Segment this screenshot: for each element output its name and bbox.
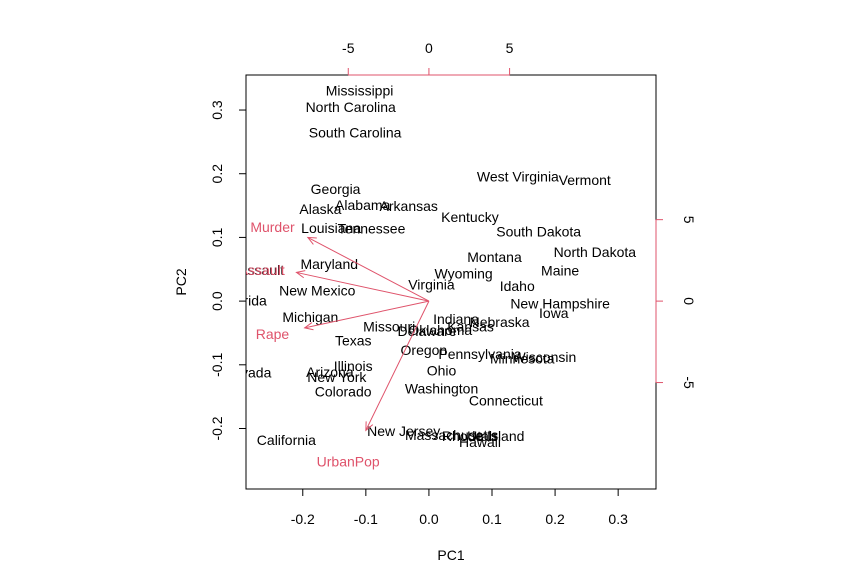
observation-label: Alaska [299,201,341,217]
observation-label: Maine [541,263,579,279]
loading-label: Murder [250,219,295,235]
x-tick-label: -0.1 [354,511,378,527]
observation-label: Mississippi [326,82,394,98]
top-tick-label: 0 [425,40,433,56]
loading-arrowhead [306,236,317,245]
y-tick-label: -0.2 [209,416,225,440]
y-axis-title: PC2 [173,268,189,295]
observation-label: Louisiana [301,220,361,236]
observation-label: New York [307,369,367,385]
right-axis: -5 0 5 [655,216,697,389]
loading-label: Rape [256,326,290,342]
loading-arrows [295,236,430,432]
observation-label: South Dakota [496,224,581,240]
observation-label: South Carolina [309,124,402,140]
loading-arrowhead [365,421,374,432]
loading-arrow [296,271,430,302]
loading-arrow [304,300,430,329]
observation-label: New Jersey [367,423,440,439]
observation-label: Washington [405,380,478,396]
observation-label: Nevada [223,364,271,380]
observation-label: Kentucky [441,209,499,225]
top-tick-label: -5 [342,40,355,56]
observation-label: Hawaii [459,434,501,450]
left-axis: -0.2 -0.1 0.0 0.1 0.2 0.3 [209,100,247,441]
loading-arrowhead [295,270,306,279]
observation-label: Idaho [500,278,535,294]
observation-label: Pennsylvania [438,346,521,362]
observation-label: Virginia [408,277,455,293]
bottom-axis: -0.2 -0.1 0.0 0.1 0.2 0.3 [291,488,628,527]
observation-label: Ohio [427,363,457,379]
y-tick-label: 0.1 [209,227,225,247]
observation-label: Indiana [433,311,479,327]
observation-label: Illinois [334,358,373,374]
loading-arrowhead [303,322,314,331]
y-tick-label: -0.1 [209,353,225,377]
observation-label: Colorado [315,384,372,400]
observation-label: New Hampshire [510,296,610,312]
observation-label: North Carolina [306,99,396,115]
loading-labels: Murder Assault Rape UrbanPop [239,219,380,470]
observation-label: Montana [467,249,522,265]
x-tick-label: 0.3 [608,511,628,527]
top-tick-label: 5 [506,40,514,56]
right-tick-label: -5 [681,376,697,389]
observation-label: Tennessee [338,220,406,236]
observation-label: West Virginia [477,168,559,184]
observation-label: Georgia [311,181,361,197]
x-axis-title: PC1 [437,547,464,563]
observation-label: Texas [335,333,372,349]
observation-label: Assault [238,262,284,278]
observation-label: Vermont [559,172,611,188]
observation-label: Rhode Island [442,428,525,444]
observation-label: Wisconsin [512,349,576,365]
right-tick-label: 5 [681,216,697,224]
observation-label: North Dakota [554,244,637,260]
top-axis: -5 0 5 [342,40,514,76]
y-tick-label: 0.2 [209,164,225,184]
observation-label: Maryland [300,256,358,272]
observation-label: Delaware [397,323,456,339]
observation-label: Florida [224,292,267,308]
observation-label: Michigan [282,309,338,325]
x-tick-label: -0.2 [291,511,315,527]
x-tick-label: 0.2 [545,511,565,527]
observation-label: Iowa [539,305,569,321]
observation-label: California [257,432,316,448]
y-tick-label: 0.0 [209,291,225,311]
loading-label: UrbanPop [317,454,380,470]
loading-arrow [365,300,430,431]
observation-label: Alabama [335,197,390,213]
right-tick-label: 0 [681,297,697,305]
observation-label: Oregon [401,342,448,358]
x-tick-label: 0.0 [419,511,439,527]
observation-label: Connecticut [469,392,543,408]
observation-label: Utah [467,428,497,444]
loading-label: Assault [239,262,285,278]
observation-label: Kansas [447,319,494,335]
observation-label: Arkansas [380,198,438,214]
observation-label: Oklahoma [408,322,472,338]
observation-label: Minnesota [490,350,555,366]
observation-label: New Mexico [279,282,355,298]
observation-label: Arizona [306,364,354,380]
y-tick-label: 0.3 [209,100,225,120]
observation-label: Massachusetts [405,427,498,443]
observation-label: Missouri [363,319,415,335]
loading-arrow [307,236,430,302]
x-tick-label: 0.1 [482,511,502,527]
observation-label: Nebraska [470,314,530,330]
observation-label: Wyoming [434,266,492,282]
